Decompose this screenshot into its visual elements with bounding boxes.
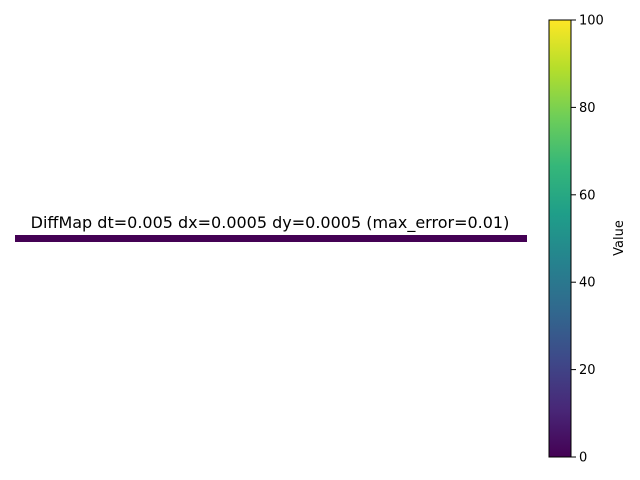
colorbar-ticks: 0 20 40 60 80 100: [571, 14, 604, 466]
colorbar-tick-label: 20: [579, 363, 596, 378]
colorbar-tick-label: 60: [579, 188, 596, 203]
heatmap-cell: [15, 235, 527, 242]
colorbar: 0 20 40 60 80 100 Value: [548, 14, 627, 466]
colorbar-label: Value: [612, 220, 627, 256]
heatmap: [15, 235, 527, 242]
colorbar-tick-label: 40: [579, 276, 596, 291]
colorbar-tick-label: 0: [579, 451, 587, 466]
colorbar-tick-label: 80: [579, 101, 596, 116]
chart-title: DiffMap dt=0.005 dx=0.0005 dy=0.0005 (ma…: [31, 213, 510, 233]
colorbar-gradient: [548, 19, 572, 458]
colorbar-tick-label: 100: [579, 14, 604, 29]
